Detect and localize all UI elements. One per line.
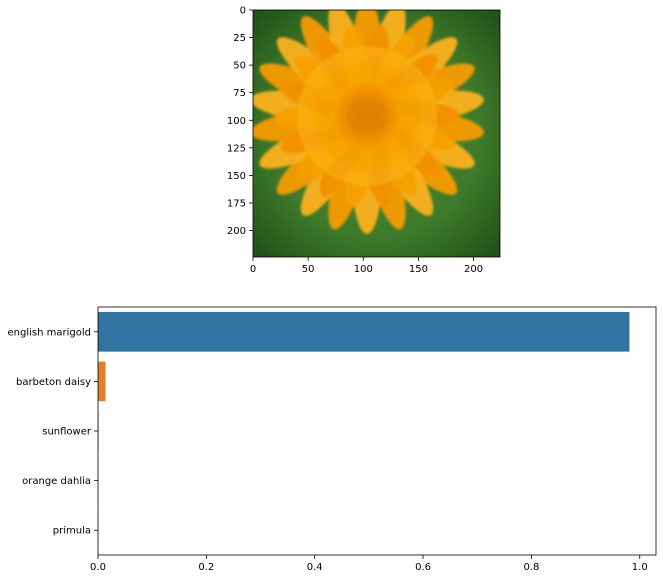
image-frame (252, 9, 501, 258)
bar-barbeton-daisy (98, 361, 106, 402)
bar-x-tick-label: 0.0 (90, 562, 106, 573)
bar-y-ticks: english marigold barbeton daisy sunflower o… (8, 327, 98, 537)
bar-x-tick-label: 0.2 (198, 562, 214, 573)
image-panel: 0 50 100 150 200 0 25 50 75 100 125 150 175 200 (227, 6, 501, 275)
image-x-tick-label: 50 (302, 264, 315, 275)
bar-chart-panel: english marigold barbeton daisy sunflower o… (8, 306, 657, 573)
bars (98, 311, 630, 551)
bar-x-tick-label: 0.8 (523, 562, 539, 573)
bar-english-marigold (98, 311, 630, 352)
image-y-tick-label: 0 (240, 6, 246, 17)
image-x-tick-label: 150 (409, 264, 428, 275)
image-y-tick-label: 75 (233, 88, 246, 99)
image-y-tick-label: 25 (233, 33, 246, 44)
category-label: orange dahlia (22, 476, 91, 487)
image-y-ticks: 0 25 50 75 100 125 150 175 200 (227, 6, 253, 237)
image-y-tick-label: 100 (227, 116, 246, 127)
image-x-tick-label: 0 (250, 264, 256, 275)
image-y-tick-label: 175 (227, 198, 246, 209)
category-label: english marigold (8, 327, 91, 338)
image-y-tick-label: 200 (227, 226, 246, 237)
bar-x-ticks: 0.0 0.2 0.4 0.6 0.8 1.0 (90, 555, 648, 573)
image-y-tick-label: 150 (227, 171, 246, 182)
image-y-tick-label: 125 (227, 143, 246, 154)
image-x-tick-label: 100 (354, 264, 373, 275)
flower-center-inner (347, 96, 387, 136)
image-y-tick-label: 50 (233, 61, 246, 72)
bar-x-tick-label: 0.6 (415, 562, 431, 573)
bar-x-tick-label: 0.4 (307, 562, 323, 573)
category-label: sunflower (42, 427, 92, 438)
category-label: barbeton daisy (16, 377, 91, 388)
bar-x-tick-label: 1.0 (632, 562, 648, 573)
flower-image (253, 10, 500, 257)
category-label: primula (53, 526, 91, 537)
image-x-ticks: 0 50 100 150 200 (250, 257, 483, 275)
image-x-tick-label: 200 (464, 264, 483, 275)
